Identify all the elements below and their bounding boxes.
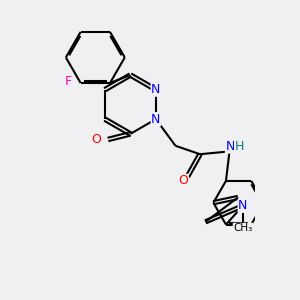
Text: H: H (235, 140, 244, 153)
Text: N: N (238, 199, 248, 212)
Text: O: O (91, 133, 101, 146)
Text: N: N (151, 113, 160, 126)
Text: F: F (65, 75, 72, 88)
Text: CH₃: CH₃ (233, 223, 253, 233)
Text: O: O (178, 174, 188, 187)
Text: N: N (226, 140, 235, 153)
Text: N: N (151, 83, 160, 96)
